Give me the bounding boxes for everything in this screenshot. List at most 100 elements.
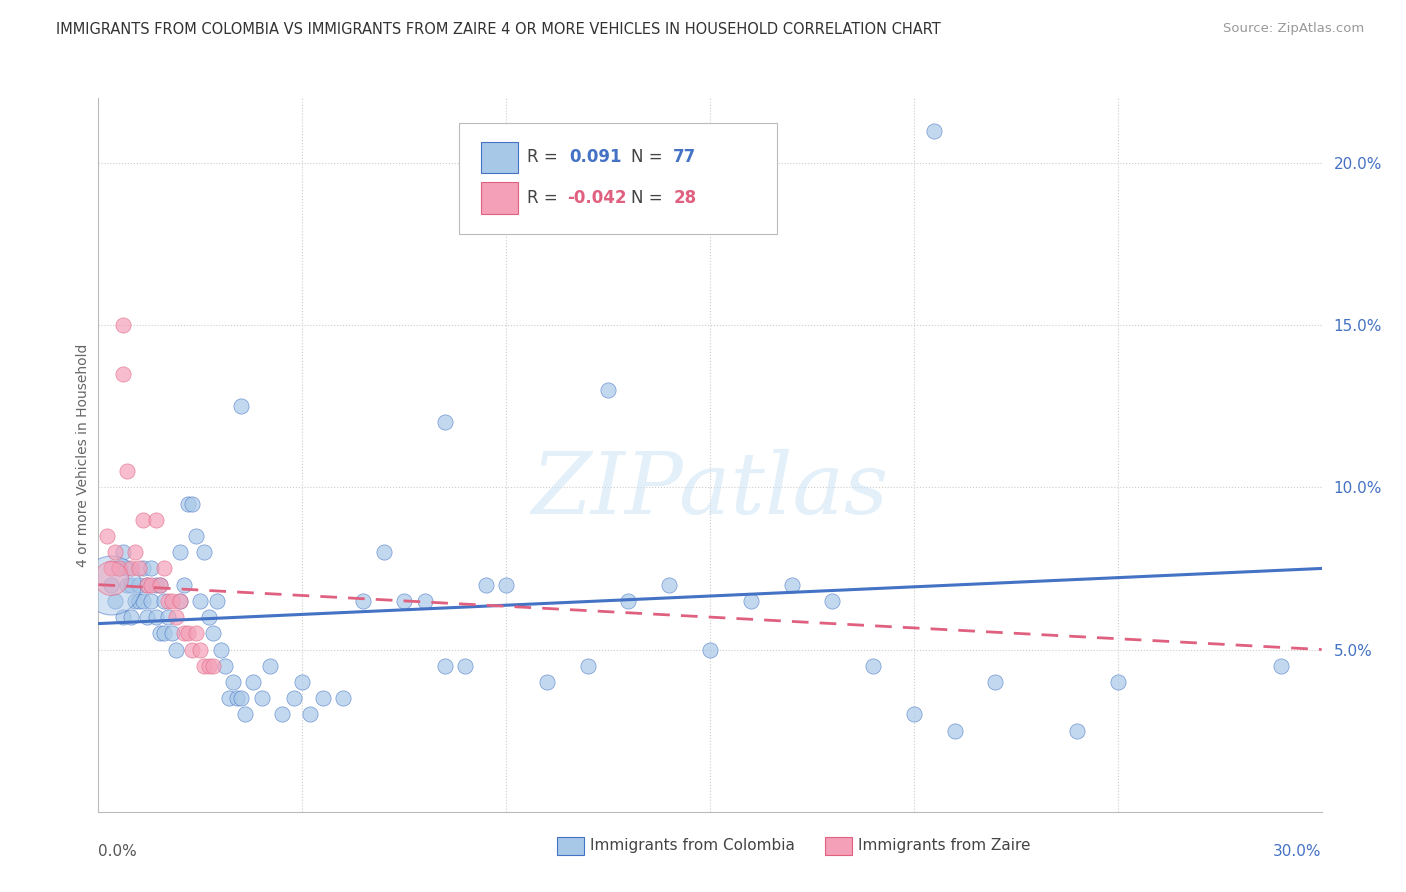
Point <box>1066 723 1088 738</box>
Text: R =: R = <box>526 148 562 166</box>
Text: 0.091: 0.091 <box>569 148 621 166</box>
Point <box>120 610 142 624</box>
Point <box>145 577 167 591</box>
Point <box>111 610 134 624</box>
Text: R =: R = <box>526 189 562 207</box>
Point <box>156 610 179 624</box>
Point <box>373 545 395 559</box>
Point <box>222 675 245 690</box>
Point <box>231 691 253 706</box>
Text: 28: 28 <box>673 189 696 207</box>
Point <box>193 658 215 673</box>
Point <box>862 658 884 673</box>
Point <box>149 577 172 591</box>
Text: ZIPatlas: ZIPatlas <box>531 450 889 532</box>
Point <box>617 594 640 608</box>
Point <box>128 594 150 608</box>
Point <box>128 561 150 575</box>
Point <box>454 658 477 673</box>
Point <box>699 642 721 657</box>
Point <box>226 691 249 706</box>
Point <box>201 626 224 640</box>
Point <box>740 594 762 608</box>
Point <box>1270 658 1292 673</box>
FancyBboxPatch shape <box>481 142 517 173</box>
Point <box>145 610 167 624</box>
Point <box>181 497 204 511</box>
Point <box>218 691 240 706</box>
Point <box>132 594 155 608</box>
Point <box>188 642 212 657</box>
Point <box>165 610 187 624</box>
Point <box>352 594 374 608</box>
Point <box>181 642 204 657</box>
Point <box>433 416 456 430</box>
Point <box>165 642 187 657</box>
Point <box>186 529 208 543</box>
Point <box>250 691 273 706</box>
Text: IMMIGRANTS FROM COLOMBIA VS IMMIGRANTS FROM ZAIRE 4 OR MORE VEHICLES IN HOUSEHOL: IMMIGRANTS FROM COLOMBIA VS IMMIGRANTS F… <box>56 22 941 37</box>
Point <box>156 594 179 608</box>
Point <box>495 577 517 591</box>
Point <box>115 561 138 575</box>
Point <box>270 707 294 722</box>
Point <box>1107 675 1129 690</box>
FancyBboxPatch shape <box>825 837 852 855</box>
Point <box>433 658 456 673</box>
Point <box>169 594 191 608</box>
Point <box>100 577 122 591</box>
Point <box>209 642 232 657</box>
Point <box>283 691 305 706</box>
Y-axis label: 4 or more Vehicles in Household: 4 or more Vehicles in Household <box>76 343 90 566</box>
Point <box>413 594 436 608</box>
Point <box>193 545 215 559</box>
Point <box>136 577 159 591</box>
Point <box>173 626 195 640</box>
Point <box>145 513 167 527</box>
Text: 77: 77 <box>673 148 696 166</box>
Point <box>169 594 191 608</box>
FancyBboxPatch shape <box>481 182 517 214</box>
Text: N =: N = <box>630 148 668 166</box>
Point <box>922 123 945 137</box>
Point <box>821 594 844 608</box>
Point <box>152 594 174 608</box>
Point <box>903 707 925 722</box>
Point <box>128 577 150 591</box>
Point <box>100 571 122 585</box>
Point <box>576 658 599 673</box>
Point <box>173 577 195 591</box>
Point <box>474 577 498 591</box>
FancyBboxPatch shape <box>460 123 778 234</box>
Text: Immigrants from Colombia: Immigrants from Colombia <box>591 838 794 853</box>
Point <box>780 577 803 591</box>
Point <box>291 675 314 690</box>
Point <box>132 513 155 527</box>
Point <box>984 675 1007 690</box>
Point <box>141 594 163 608</box>
Point <box>312 691 335 706</box>
Point <box>104 545 127 559</box>
Point <box>197 610 219 624</box>
FancyBboxPatch shape <box>557 837 583 855</box>
Point <box>658 577 681 591</box>
Text: Source: ZipAtlas.com: Source: ZipAtlas.com <box>1223 22 1364 36</box>
Point <box>141 577 163 591</box>
Point <box>214 658 236 673</box>
Point <box>299 707 322 722</box>
Text: N =: N = <box>630 189 668 207</box>
Point <box>111 318 134 333</box>
Point <box>136 610 159 624</box>
Point <box>149 626 172 640</box>
Point <box>177 626 200 640</box>
Point <box>201 658 224 673</box>
Point <box>120 577 142 591</box>
Point <box>111 545 134 559</box>
Point <box>177 497 200 511</box>
Text: 30.0%: 30.0% <box>1274 844 1322 859</box>
Point <box>136 577 159 591</box>
Point <box>259 658 281 673</box>
Point <box>188 594 212 608</box>
Point <box>536 675 558 690</box>
Point <box>160 594 183 608</box>
